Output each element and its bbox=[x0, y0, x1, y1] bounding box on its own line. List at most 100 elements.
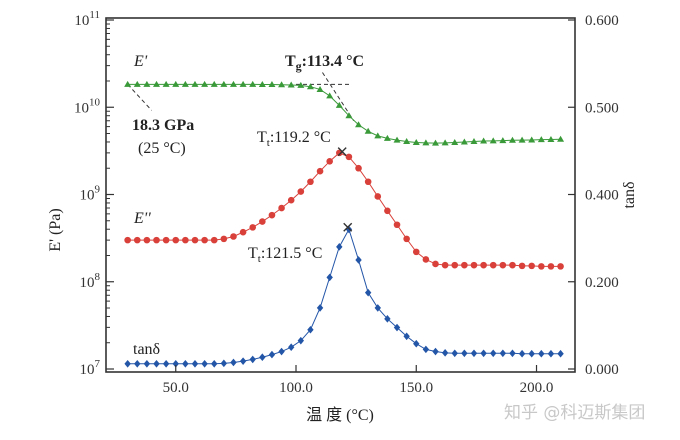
data-point-e-prime bbox=[557, 135, 565, 142]
data-point-tand bbox=[182, 359, 189, 368]
data-point-e-double bbox=[374, 193, 382, 200]
data-point-e-prime bbox=[143, 80, 151, 87]
data-point-e-prime bbox=[153, 80, 161, 87]
data-point-e-double bbox=[239, 228, 247, 236]
data-point-e-double bbox=[355, 164, 362, 172]
data-point-e-prime bbox=[278, 81, 286, 88]
data-point-tand bbox=[538, 349, 545, 358]
data-point-e-double bbox=[384, 207, 391, 215]
data-point-tand bbox=[191, 359, 199, 368]
plot-frame bbox=[105, 17, 576, 373]
data-point-tand bbox=[143, 359, 151, 368]
series-line bbox=[127, 152, 561, 267]
data-point-e-prime bbox=[162, 80, 170, 87]
data-point-tand bbox=[490, 349, 497, 358]
modulus-leader-line bbox=[127, 84, 153, 111]
chart-marks bbox=[124, 72, 565, 368]
data-point-e-double bbox=[461, 261, 468, 269]
data-point-e-double bbox=[124, 236, 131, 244]
data-point-tand bbox=[461, 349, 468, 358]
data-point-e-prime bbox=[239, 80, 247, 87]
peak-marker-x-icon bbox=[343, 222, 353, 232]
label-e-prime: E' bbox=[133, 53, 148, 70]
data-point-e-prime bbox=[383, 134, 391, 141]
peak-marker-x-icon bbox=[337, 147, 347, 157]
data-point-tand bbox=[518, 349, 526, 358]
data-point-e-prime bbox=[268, 81, 276, 88]
data-point-e-prime bbox=[489, 137, 497, 144]
data-point-tand bbox=[259, 353, 266, 362]
data-point-tand bbox=[326, 273, 333, 282]
data-point-tand bbox=[162, 359, 170, 368]
data-point-tand bbox=[557, 349, 564, 358]
data-point-e-prime bbox=[210, 80, 218, 87]
label-tand: tanδ bbox=[133, 341, 160, 358]
data-point-e-double bbox=[345, 153, 353, 161]
x-tick-label: 200.0 bbox=[520, 380, 554, 396]
data-point-e-double bbox=[412, 248, 420, 256]
y-axis-left-title: E' (Pa) bbox=[47, 208, 64, 251]
data-point-e-prime bbox=[172, 80, 180, 87]
data-point-tand bbox=[268, 350, 276, 359]
data-point-e-double bbox=[538, 263, 545, 270]
data-point-e-prime bbox=[441, 139, 449, 146]
data-point-e-double bbox=[249, 224, 257, 231]
data-point-e-prime bbox=[229, 80, 237, 87]
data-point-e-prime bbox=[499, 137, 507, 144]
data-point-tand bbox=[297, 336, 305, 345]
data-point-e-prime bbox=[508, 136, 516, 143]
data-point-e-double bbox=[441, 261, 449, 269]
x-tick-label: 100.0 bbox=[279, 380, 313, 396]
data-point-e-double bbox=[153, 236, 160, 244]
data-point-e-double bbox=[268, 211, 276, 219]
data-point-tand bbox=[470, 349, 478, 358]
data-point-e-double bbox=[182, 236, 189, 244]
data-point-tand bbox=[355, 256, 362, 264]
watermark: 知乎 @科迈斯集团 bbox=[504, 403, 645, 423]
data-point-tand bbox=[172, 359, 179, 368]
data-point-e-prime bbox=[297, 81, 305, 88]
data-point-tand bbox=[239, 357, 247, 365]
data-point-e-prime bbox=[518, 136, 526, 143]
data-point-e-prime bbox=[422, 139, 430, 146]
data-point-e-double bbox=[307, 178, 314, 186]
y-right-tick-label: 0.400 bbox=[585, 188, 619, 204]
data-point-e-prime bbox=[480, 137, 488, 144]
data-point-tand bbox=[211, 359, 218, 368]
data-point-e-double bbox=[297, 188, 305, 195]
data-point-tand bbox=[124, 359, 131, 368]
data-point-e-double bbox=[259, 218, 266, 225]
data-point-e-prime bbox=[393, 136, 401, 143]
data-point-e-prime bbox=[412, 138, 420, 145]
data-point-e-double bbox=[162, 236, 170, 244]
data-point-tand bbox=[220, 359, 228, 368]
data-point-tand bbox=[413, 339, 420, 348]
data-point-e-prime bbox=[345, 112, 353, 119]
data-point-tand bbox=[393, 323, 401, 332]
data-point-tand bbox=[499, 349, 507, 358]
y-right-tick-label: 0.000 bbox=[585, 362, 619, 378]
data-point-tand bbox=[316, 304, 324, 312]
y-left-tick-label: 1011 bbox=[74, 9, 100, 29]
data-point-e-prime bbox=[181, 80, 189, 87]
tg-slope-line bbox=[322, 72, 355, 122]
data-point-e-prime bbox=[287, 81, 295, 88]
data-point-tand bbox=[384, 315, 391, 323]
data-point-e-prime bbox=[191, 80, 199, 87]
y-left-tick-label: 109 bbox=[80, 184, 101, 204]
label-e-double: E'' bbox=[133, 210, 151, 227]
data-point-e-double bbox=[489, 261, 497, 269]
data-point-e-prime bbox=[403, 137, 411, 144]
y-right-tick-label: 0.500 bbox=[585, 100, 619, 116]
data-point-e-prime bbox=[374, 132, 382, 139]
label-modulus-value: 18.3 GPa bbox=[132, 117, 194, 134]
data-point-tand bbox=[422, 345, 430, 354]
series-line bbox=[127, 228, 561, 365]
data-point-tand bbox=[403, 332, 410, 341]
data-point-e-double bbox=[518, 262, 526, 270]
data-point-tand bbox=[307, 325, 314, 334]
data-point-tand bbox=[480, 349, 487, 358]
data-point-e-prime bbox=[537, 136, 545, 143]
data-point-e-prime bbox=[335, 101, 343, 108]
data-point-tand bbox=[528, 349, 535, 358]
